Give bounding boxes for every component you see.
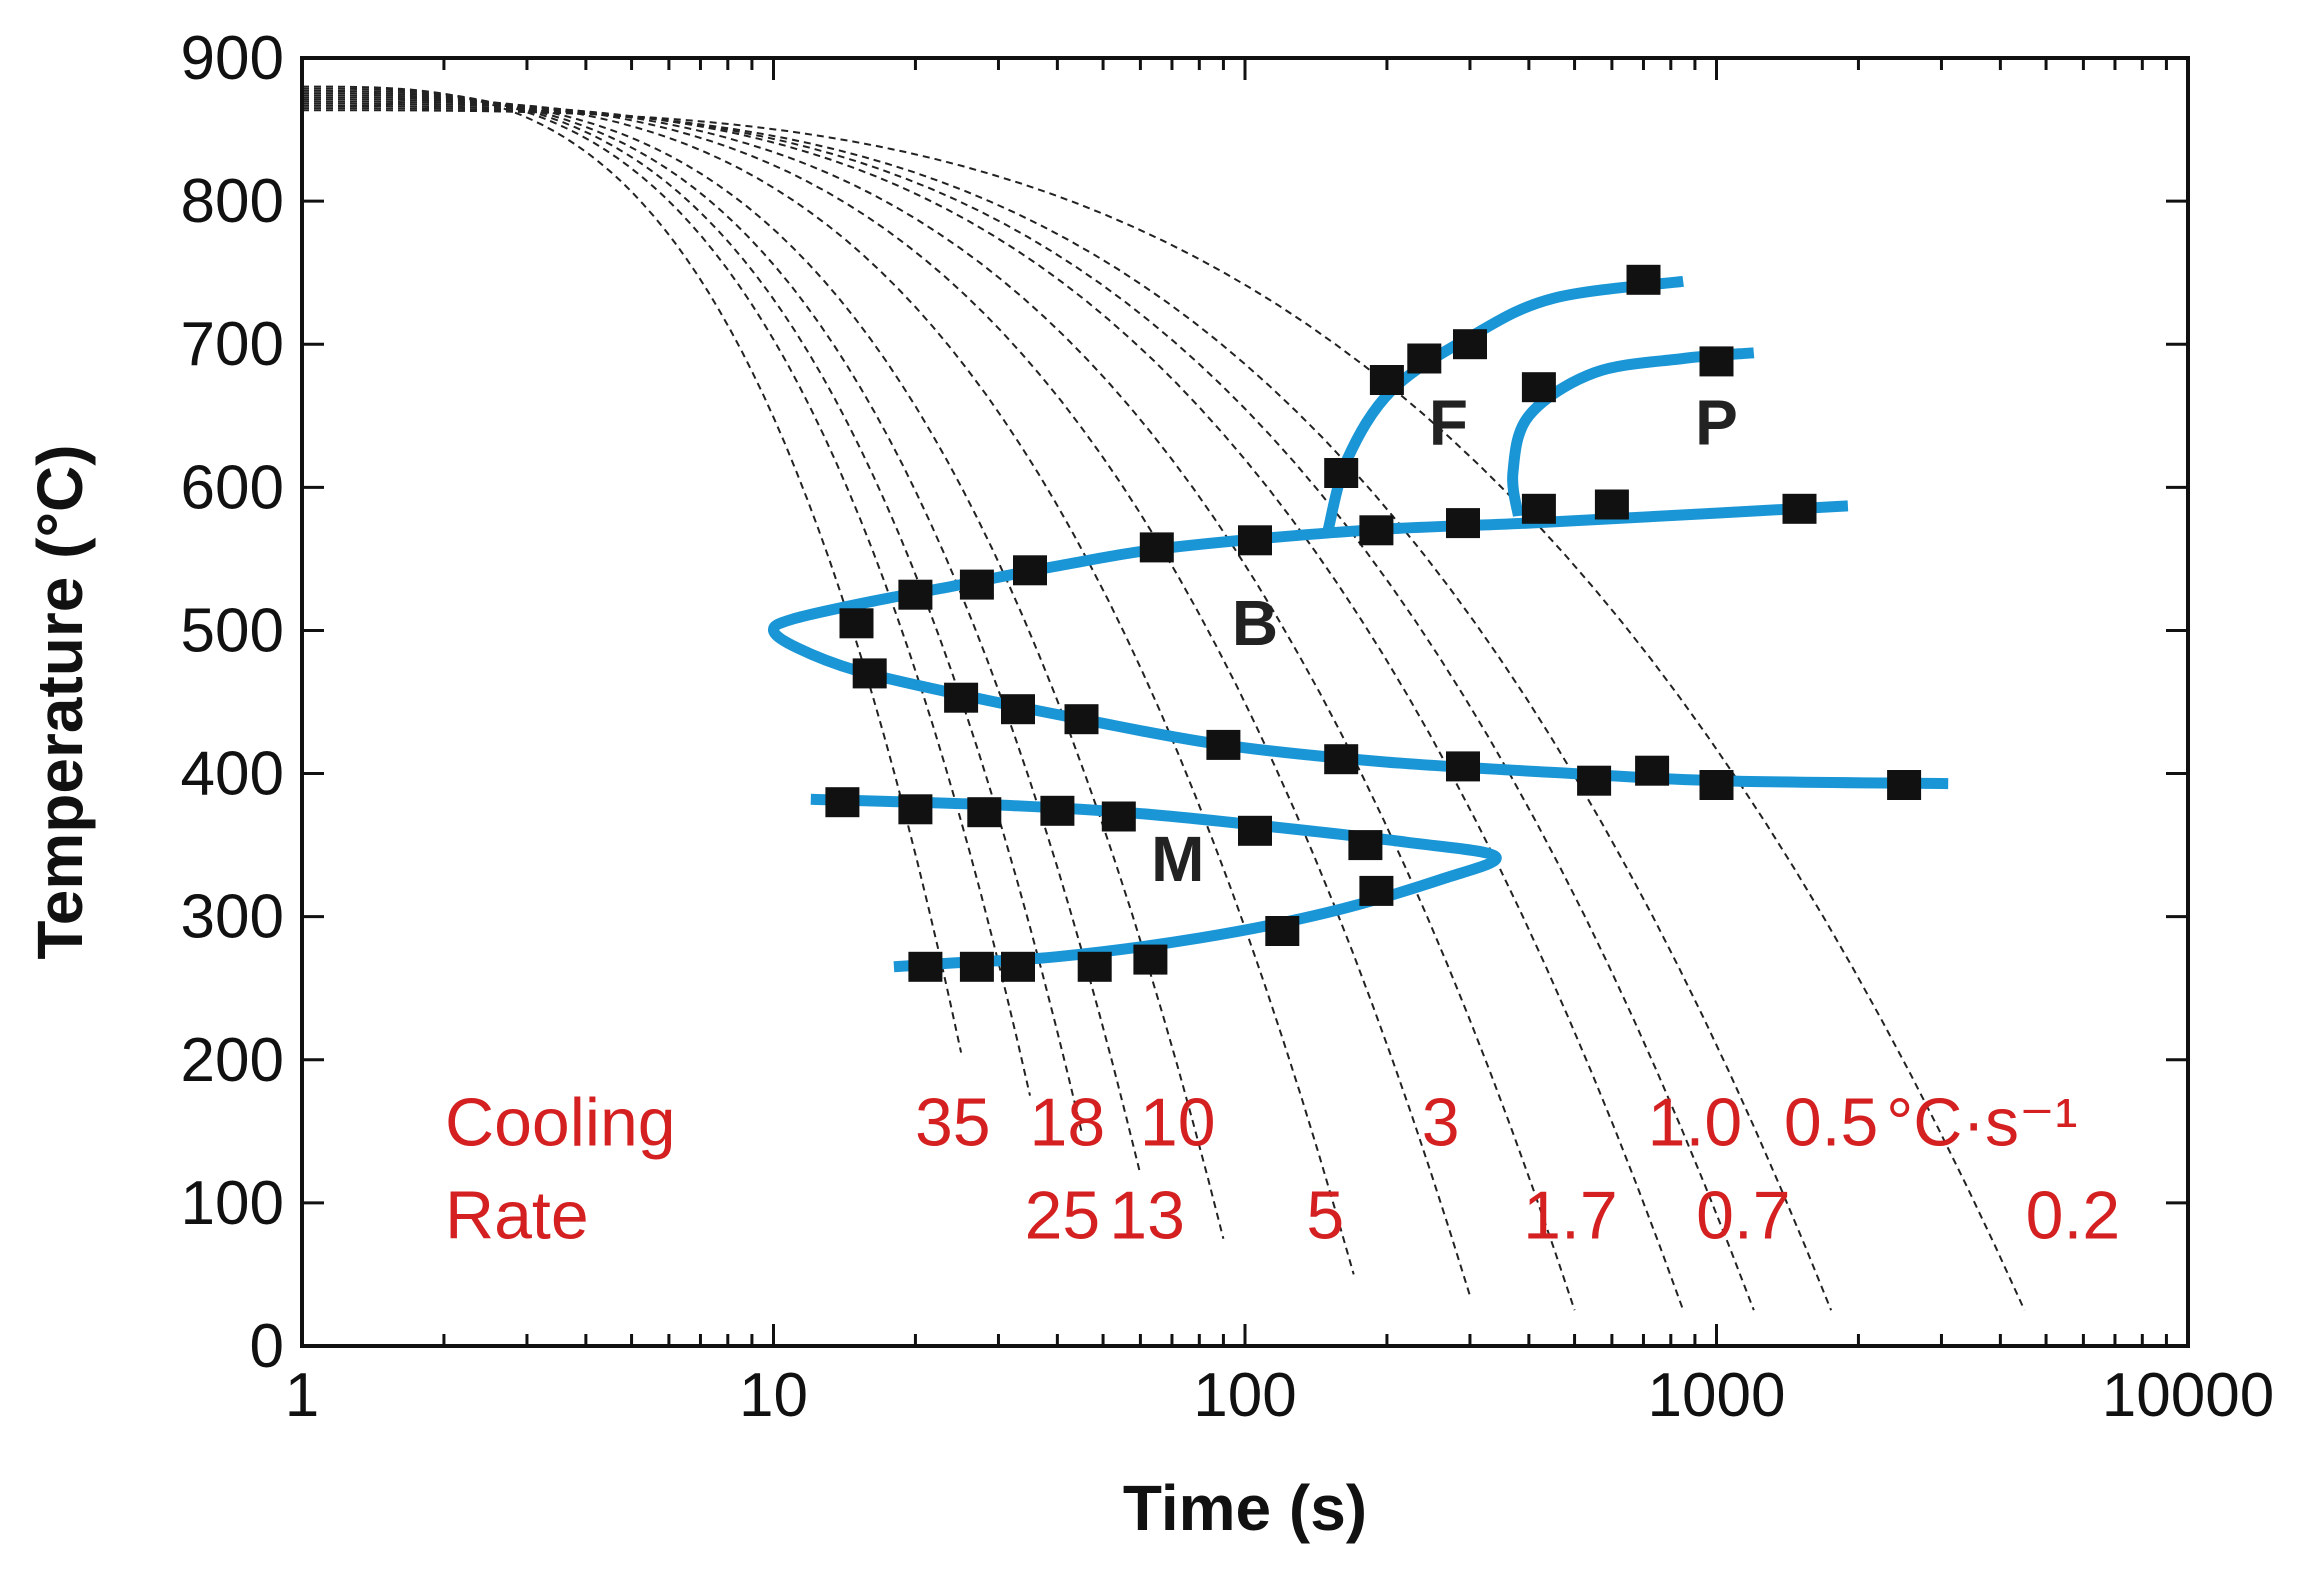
region-label-ferrite: F <box>1429 386 1468 458</box>
cooling-rate-label-line1: Cooling <box>445 1085 676 1161</box>
y-tick-label: 400 <box>181 740 284 809</box>
y-tick-label: 700 <box>181 310 284 379</box>
data-marker <box>1369 365 1404 395</box>
data-marker <box>1077 951 1112 982</box>
data-marker <box>1265 916 1300 946</box>
data-marker <box>839 608 874 639</box>
cooling-rate-label-line2: Rate <box>445 1178 589 1254</box>
data-marker <box>1594 489 1629 520</box>
data-marker <box>1206 729 1241 760</box>
region-label-pearlite: P <box>1695 386 1738 458</box>
cooling-curve-35 <box>302 85 963 1053</box>
data-marker <box>825 787 860 818</box>
data-marker <box>1626 264 1661 295</box>
boundary-martensite <box>810 793 1502 973</box>
cooling-rate-value: 1.0 <box>1648 1085 1743 1161</box>
cooling-rate-value: 18 <box>1030 1085 1106 1161</box>
data-marker <box>959 569 994 600</box>
cooling-rate-value: 13 <box>1109 1178 1185 1254</box>
y-tick-label: 300 <box>181 883 284 952</box>
data-marker <box>1324 458 1359 488</box>
data-marker <box>1359 875 1394 906</box>
y-tick-label: 800 <box>181 167 284 236</box>
cooling-curve-13 <box>302 92 1142 1175</box>
data-marker <box>1407 343 1442 374</box>
data-marker <box>1782 493 1817 524</box>
data-marker <box>1699 770 1734 800</box>
data-marker <box>967 797 1002 828</box>
cooling-rate-value: 1.7 <box>1523 1178 1618 1254</box>
data-marker <box>898 794 933 825</box>
y-axis-title: Temperature (°C) <box>24 444 96 959</box>
cooling-rate-value: 25 <box>1025 1178 1101 1254</box>
data-marker <box>1521 372 1556 403</box>
data-marker <box>1453 329 1487 360</box>
data-marker <box>959 951 994 982</box>
data-marker <box>1101 801 1136 832</box>
y-tick-label: 0 <box>250 1312 284 1381</box>
boundary-pearlite-start <box>1507 347 1755 517</box>
data-marker <box>1521 493 1556 524</box>
cooling-rate-value: 3 <box>1422 1085 1460 1161</box>
region-label-bainite: B <box>1232 587 1278 659</box>
data-marker <box>1238 525 1272 556</box>
y-tick-label: 200 <box>181 1026 284 1095</box>
cooling-rate-annotation: Cooling Rate °C·s⁻¹ 35 18 10 3 1.0 0.5 25 13 5 1.… <box>445 1085 2120 1254</box>
data-marker <box>1577 765 1612 796</box>
x-tick-label: 100 <box>1193 1361 1296 1430</box>
y-tick-label: 900 <box>181 24 284 93</box>
data-marker <box>944 682 979 713</box>
y-tick-label: 100 <box>181 1169 284 1238</box>
cooling-rate-value: 0.7 <box>1696 1178 1791 1254</box>
data-marker <box>898 579 933 610</box>
region-label-martensite: M <box>1151 823 1204 895</box>
data-marker <box>1064 704 1099 735</box>
data-marker <box>1001 951 1035 982</box>
x-tick-label: 1 <box>285 1361 319 1430</box>
data-marker <box>1446 508 1480 539</box>
data-marker <box>1324 744 1359 775</box>
axis-ticks <box>300 56 2188 1348</box>
cooling-rate-value: 0.2 <box>2026 1178 2121 1254</box>
x-tick-label: 1000 <box>1648 1361 1786 1430</box>
y-tick-label: 600 <box>181 453 284 522</box>
cooling-curve-0_2 <box>302 109 2026 1311</box>
data-marker <box>1887 770 1922 800</box>
data-marker <box>1446 751 1480 782</box>
cooling-rate-value: 35 <box>915 1085 991 1161</box>
data-marker <box>908 951 943 982</box>
data-markers <box>825 264 1922 982</box>
cooling-curve-5 <box>302 96 1355 1275</box>
cooling-rate-unit: °C·s⁻¹ <box>1886 1085 2077 1161</box>
cooling-curve-25 <box>302 87 1031 1096</box>
data-marker <box>1013 555 1047 586</box>
data-marker <box>1139 532 1174 563</box>
cooling-rate-value: 10 <box>1140 1085 1216 1161</box>
data-marker <box>1635 755 1670 786</box>
cooling-curve-1_7 <box>301 100 1576 1311</box>
data-marker <box>1040 795 1075 826</box>
y-tick-label: 500 <box>181 596 284 665</box>
cooling-rate-value: 0.5 <box>1784 1085 1879 1161</box>
data-marker <box>1133 944 1168 975</box>
data-marker <box>1238 815 1272 846</box>
x-tick-label: 10000 <box>2102 1361 2274 1430</box>
data-marker <box>1359 515 1394 546</box>
x-axis-title: Time (s) <box>1123 1472 1367 1544</box>
data-marker <box>1001 694 1035 725</box>
data-marker <box>852 658 887 689</box>
data-marker <box>1699 346 1734 377</box>
cooling-curve-3 <box>302 98 1471 1297</box>
phase-region-labels: F P B M <box>1151 386 1738 894</box>
x-tick-label: 10 <box>739 1361 808 1430</box>
tick-labels: 1 10 100 1000 10000 0 100 200 300 400 500 600 700 800… <box>181 24 2275 1430</box>
cooling-rate-value: 5 <box>1306 1178 1344 1254</box>
data-marker <box>1348 830 1383 861</box>
cooling-curve-0_7 <box>302 104 1755 1311</box>
